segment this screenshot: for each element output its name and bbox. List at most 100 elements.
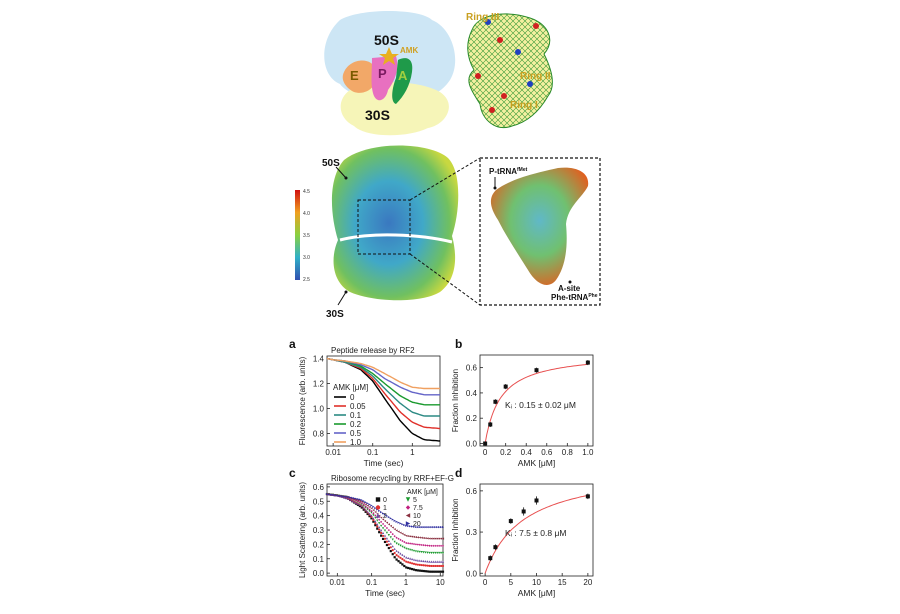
- data-point: [366, 504, 369, 507]
- data-point: [430, 551, 433, 555]
- data-point: [362, 503, 365, 506]
- data-point: [418, 526, 421, 529]
- data-point: [412, 525, 416, 528]
- x-tick-label: 1: [404, 578, 409, 587]
- zoom-line-top: [409, 157, 481, 201]
- x-tick-label: 0: [483, 578, 488, 587]
- data-point: [424, 537, 427, 540]
- label-30s: 30S: [365, 107, 390, 123]
- atom-red: [489, 107, 495, 113]
- data-point: [407, 534, 410, 538]
- y-tick-label: 0.0: [466, 439, 478, 448]
- data-point: [438, 564, 441, 568]
- data-point: [410, 535, 414, 538]
- data-point: [410, 549, 414, 552]
- data-point: [405, 566, 408, 569]
- data-point: [393, 556, 396, 559]
- panel-d-fraction-inhibition: 0 5 10 15 20 0.0 0.3 0.6 AMK [μM] Fraction Inhibi…: [451, 483, 594, 598]
- x-tick-label: 5: [509, 578, 514, 587]
- series-line: [326, 357, 441, 430]
- y-axis-label: Fluorescence (arb. units): [298, 356, 307, 445]
- data-point: [381, 522, 385, 526]
- data-point: [405, 505, 411, 510]
- series-line: [326, 357, 441, 442]
- data-point: [414, 569, 418, 572]
- data-point: [416, 536, 419, 539]
- data-point: [391, 545, 394, 548]
- p-trna-pointer-dot: [493, 186, 497, 190]
- legend-label: 0: [350, 393, 355, 402]
- y-tick-label: 0.6: [313, 483, 325, 492]
- panel-a-peptide-release: 0.01 0.1 1 0.8 1.0 1.2 1.4 Time (sec) Fluorescen…: [298, 346, 441, 468]
- data-point: [412, 568, 416, 571]
- data-point: [401, 523, 404, 526]
- data-point: [376, 527, 379, 530]
- data-point: [380, 529, 383, 532]
- data-point: [405, 547, 408, 550]
- data-point: [366, 506, 369, 510]
- trna-density-shape: [490, 167, 589, 285]
- data-point: [370, 507, 373, 510]
- data-point: [372, 514, 375, 517]
- data-point: [387, 539, 390, 542]
- data-point: [358, 502, 361, 505]
- data-point: [395, 554, 398, 557]
- data-point: [389, 550, 392, 553]
- data-point: [434, 537, 437, 540]
- data-point: [420, 526, 423, 529]
- data-point: [439, 537, 443, 540]
- data-point: [385, 531, 389, 534]
- y-tick-label: 0.3: [466, 528, 478, 537]
- label-ring-3: Ring III: [466, 12, 500, 23]
- data-point: [434, 526, 437, 529]
- data-point: [414, 525, 418, 529]
- data-point: [424, 570, 427, 573]
- data-point: [383, 529, 387, 532]
- data-point: [432, 560, 435, 563]
- data-point: [381, 527, 385, 530]
- data-point: [410, 567, 414, 571]
- data-point: [439, 570, 443, 573]
- data-point: [360, 498, 363, 502]
- data-point: [385, 526, 389, 530]
- data-point: [389, 517, 392, 520]
- data-point: [362, 505, 365, 508]
- data-point: [375, 505, 381, 510]
- data-point: [416, 563, 419, 566]
- data-point: [434, 544, 437, 547]
- data-point: [488, 422, 493, 427]
- data-point: [360, 501, 363, 505]
- data-point: [391, 526, 394, 529]
- data-point: [488, 556, 493, 561]
- data-point: [354, 498, 358, 501]
- chart-title: Peptide release by RF2: [331, 346, 415, 355]
- x-tick-label: 10: [436, 578, 445, 587]
- y-tick-label: 0.8: [313, 430, 325, 439]
- mid-50s-pointer: [335, 166, 347, 179]
- data-point: [368, 512, 371, 515]
- colorbar-tick: 3.5: [303, 233, 310, 239]
- data-point: [380, 531, 383, 535]
- data-point: [418, 569, 421, 572]
- data-point: [430, 570, 433, 573]
- data-point: [351, 499, 354, 502]
- data-point: [426, 544, 429, 547]
- data-point: [438, 560, 441, 563]
- data-point: [362, 501, 365, 505]
- x-tick-label: 20: [583, 578, 592, 587]
- ribosome-groove: [339, 233, 453, 244]
- data-point: [424, 560, 427, 563]
- data-point: [362, 508, 365, 511]
- y-tick-label: 1.0: [313, 405, 325, 414]
- legend-label: 7.5: [413, 505, 423, 512]
- atom-red: [501, 93, 507, 99]
- data-point: [354, 501, 358, 504]
- chart-title: Ribosome recycling by RRF+EF-G: [331, 474, 454, 483]
- data-point: [389, 546, 392, 549]
- colorbar-tick: 4.0: [303, 211, 310, 217]
- y-tick-label: 0.0: [313, 569, 325, 578]
- data-point: [405, 524, 408, 527]
- data-point: [405, 560, 408, 563]
- data-point: [360, 506, 363, 509]
